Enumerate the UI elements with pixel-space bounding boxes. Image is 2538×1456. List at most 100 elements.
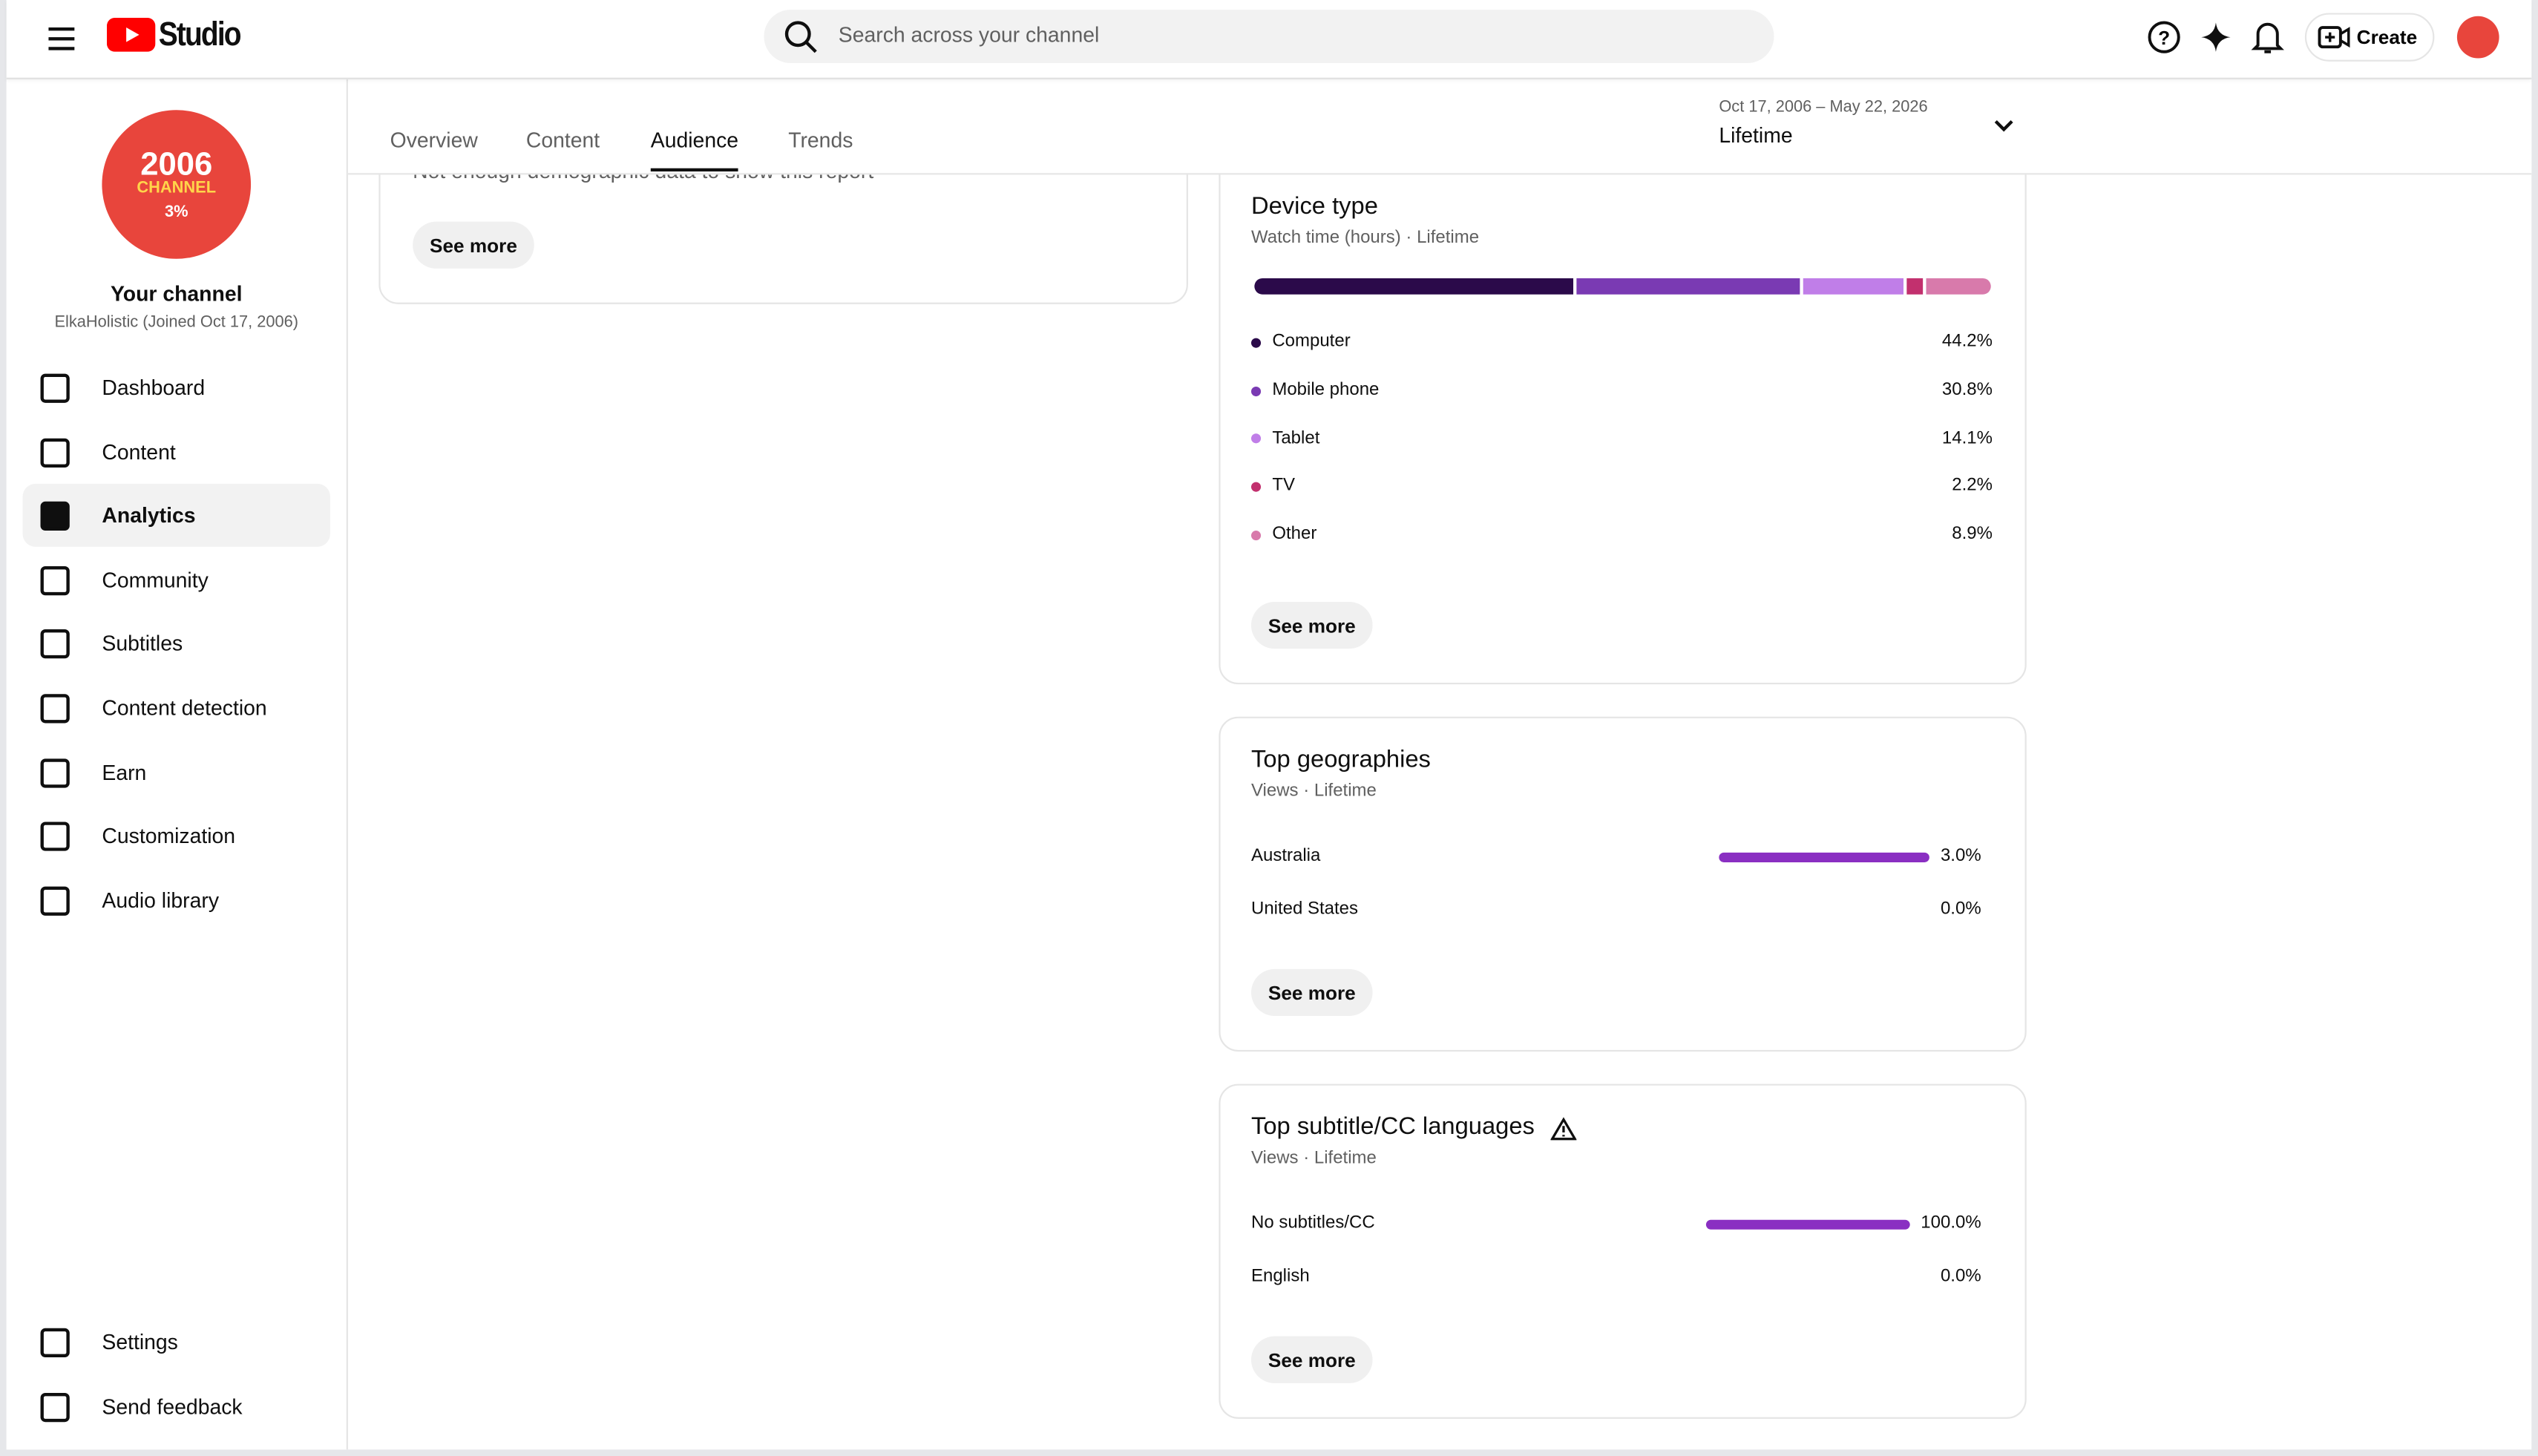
- bell-icon[interactable]: [2250, 18, 2286, 56]
- date-dropdown[interactable]: [1991, 114, 2017, 140]
- legend-name: Other: [1272, 524, 1317, 544]
- card-title: Top geographies: [1250, 745, 1431, 773]
- tab[interactable]: Trends: [788, 128, 853, 152]
- device-bar-segment: [1927, 278, 1991, 295]
- nav-icon: [40, 886, 70, 916]
- row-bar: [1705, 1219, 1910, 1230]
- nav-item[interactable]: Send feedback: [23, 1374, 330, 1437]
- help-icon[interactable]: ?: [2146, 19, 2182, 55]
- legend-name: TV: [1272, 476, 1296, 496]
- nav-label: Community: [102, 567, 209, 592]
- nav-icon: [40, 1328, 70, 1358]
- device-bar-segment: [1576, 278, 1800, 295]
- card-title: Device type: [1250, 191, 1378, 220]
- date-label: Lifetime: [1719, 122, 1793, 148]
- see-more-button[interactable]: See more: [1250, 1336, 1373, 1383]
- sparkle-icon[interactable]: [2198, 19, 2234, 55]
- see-more-button[interactable]: See more: [1250, 968, 1373, 1017]
- nav-icon: [40, 1392, 70, 1422]
- channel-subtitle: ElkaHolistic (Joined Oct 17, 2006): [54, 313, 299, 332]
- warning-icon[interactable]: [1550, 1116, 1578, 1142]
- menu-icon[interactable]: [42, 19, 81, 58]
- row-bar: [1719, 852, 1929, 862]
- legend-name: Tablet: [1272, 427, 1320, 447]
- create-button[interactable]: Create: [2304, 13, 2435, 62]
- nav-label: Subtitles: [102, 631, 183, 656]
- legend-dot: [1250, 434, 1262, 445]
- warning-triangle: [1550, 1117, 1578, 1141]
- nav-item[interactable]: Subtitles: [23, 612, 330, 675]
- nav-label: Content detection: [102, 695, 267, 720]
- legend-name: Computer: [1272, 332, 1351, 352]
- row-value: 0.0%: [1940, 1267, 1981, 1287]
- nav-icon: [40, 629, 70, 660]
- top-bar: ? Create Studio Search across your channe…: [6, 0, 2532, 79]
- avatar-badge: 3%: [164, 203, 188, 222]
- tab[interactable]: Audience: [650, 128, 739, 152]
- card-title: Top subtitle/CC languages: [1250, 1112, 1535, 1141]
- create-label: Create: [2356, 25, 2418, 49]
- nav-item[interactable]: Audio library: [23, 868, 330, 931]
- legend-dot: [1250, 338, 1262, 348]
- row-name: United States: [1250, 899, 1359, 919]
- nav-label: Settings: [102, 1329, 178, 1354]
- search-box[interactable]: [764, 10, 1774, 64]
- nav-icon: [40, 437, 70, 468]
- nav-icon: [40, 502, 70, 531]
- row-value: 0.0%: [1940, 899, 1981, 919]
- nav-icon: [40, 565, 70, 595]
- sidebar: [6, 77, 348, 1450]
- see-more-button[interactable]: See more: [1250, 601, 1373, 649]
- nav-item[interactable]: Dashboard: [23, 356, 330, 419]
- nav-item[interactable]: Community: [23, 548, 330, 611]
- logo-text: Studio: [158, 16, 242, 53]
- legend-value: 44.2%: [1941, 332, 1993, 352]
- nav-label: Dashboard: [102, 375, 206, 400]
- legend-name: Mobile phone: [1272, 380, 1380, 400]
- tab[interactable]: Content: [525, 128, 600, 152]
- card-subtitle: Views · Lifetime: [1250, 781, 1377, 801]
- row-name: English: [1250, 1267, 1310, 1287]
- card-subtitle: Views · Lifetime: [1250, 1149, 1377, 1169]
- nav-label: Send feedback: [102, 1394, 243, 1419]
- row-value: 3.0%: [1940, 846, 1981, 866]
- search-placeholder: Search across your channel: [838, 22, 1100, 47]
- chevron: [1994, 119, 2013, 132]
- legend-dot: [1250, 386, 1262, 396]
- nav-label: Analytics: [102, 503, 196, 528]
- channel-avatar[interactable]: 2006 CHANNEL 3%: [102, 110, 252, 259]
- device-bar-segment: [1802, 278, 1904, 295]
- nav-icon: [40, 758, 70, 787]
- nav-item[interactable]: Analytics: [22, 484, 330, 548]
- legend-value: 8.9%: [1952, 524, 1993, 544]
- see-more-button[interactable]: See more: [413, 221, 534, 269]
- device-card: [1219, 96, 2027, 685]
- device-bar-segment: [1254, 278, 1574, 295]
- nav-item[interactable]: Content: [23, 420, 330, 483]
- avatar-year: 2006: [140, 146, 213, 183]
- nav-item[interactable]: Customization: [23, 804, 330, 868]
- legend-dot: [1250, 530, 1262, 540]
- tab-bar: [347, 77, 2532, 175]
- account-avatar[interactable]: [2456, 15, 2501, 60]
- logo-icon[interactable]: [106, 17, 156, 52]
- row-name: No subtitles/CC: [1250, 1213, 1375, 1233]
- svg-text:?: ?: [2158, 27, 2170, 49]
- nav-label: Content: [102, 439, 176, 464]
- tab[interactable]: Overview: [390, 128, 478, 152]
- search-icon: [784, 21, 817, 53]
- nav-item[interactable]: Content detection: [23, 676, 330, 739]
- row-name: Australia: [1250, 846, 1321, 866]
- legend-value: 30.8%: [1941, 380, 1993, 400]
- card-subtitle: Watch time (hours) · Lifetime: [1250, 228, 1480, 248]
- nav-item[interactable]: Earn: [23, 741, 330, 804]
- nav-item[interactable]: Settings: [23, 1311, 330, 1374]
- channel-name: Your channel: [110, 281, 243, 306]
- nav-label: Customization: [102, 823, 236, 848]
- nav-label: Earn: [102, 759, 147, 784]
- nav-icon: [40, 373, 70, 403]
- legend-dot: [1250, 482, 1262, 492]
- avatar-word: CHANNEL: [137, 179, 217, 197]
